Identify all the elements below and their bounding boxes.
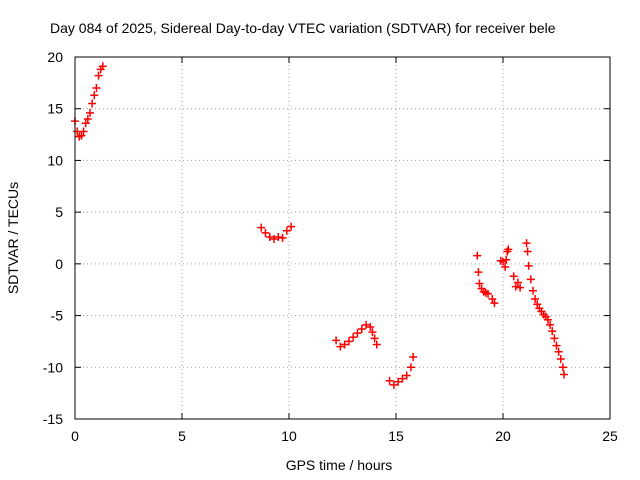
data-point <box>409 352 418 361</box>
data-point <box>502 255 511 264</box>
data-point <box>98 62 107 71</box>
x-tick-label: 0 <box>71 428 79 444</box>
y-tick-label: -15 <box>43 411 63 427</box>
data-point <box>501 262 510 271</box>
data-point <box>522 239 531 248</box>
data-point <box>513 278 522 287</box>
data-point <box>340 340 349 349</box>
data-point <box>543 315 552 324</box>
x-tick-label: 25 <box>602 428 618 444</box>
data-point <box>344 337 353 346</box>
data-point <box>531 295 540 304</box>
series-arc-1 <box>71 62 107 141</box>
data-point <box>556 355 565 364</box>
x-tick-label: 20 <box>495 428 511 444</box>
data-point <box>353 329 362 338</box>
data-point <box>559 370 568 379</box>
series-arc-8 <box>522 239 568 379</box>
plot-area-frame <box>74 56 611 420</box>
data-point <box>92 84 101 93</box>
data-point <box>526 275 535 284</box>
x-tick-label: 10 <box>281 428 297 444</box>
data-point <box>372 340 381 349</box>
data-point <box>389 380 398 389</box>
chart-title: Day 084 of 2025, Sidereal Day-to-day VTE… <box>50 20 556 36</box>
data-point <box>265 232 274 241</box>
data-point <box>94 71 103 80</box>
data-point <box>270 235 279 244</box>
grid-lines <box>75 57 610 419</box>
data-point <box>550 334 559 343</box>
data-point <box>282 226 291 235</box>
data-point <box>261 228 270 237</box>
data-point <box>336 342 345 351</box>
data-point <box>357 325 366 334</box>
axis-tick-labels: 0 5 10 15 20 25 -15 -10 -5 0 5 10 15 20 <box>43 49 618 444</box>
data-point <box>274 232 283 241</box>
data-point <box>488 295 497 304</box>
series-arc-5 <box>473 251 499 308</box>
data-point <box>533 300 542 309</box>
data-point <box>368 328 377 337</box>
series-arc-3 <box>332 320 381 351</box>
data-point <box>332 336 341 345</box>
data-point <box>257 223 266 232</box>
x-tick-label: 15 <box>388 428 404 444</box>
data-point <box>554 347 563 356</box>
y-tick-label: -10 <box>43 359 63 375</box>
data-point <box>362 320 371 329</box>
data-point <box>558 363 567 372</box>
data-point <box>398 374 407 383</box>
series-arc-7 <box>509 272 525 292</box>
data-point <box>394 377 403 386</box>
series-arc-4 <box>385 352 418 389</box>
y-tick-label: 5 <box>55 204 63 220</box>
data-point <box>79 127 88 136</box>
data-point <box>474 268 483 277</box>
data-point <box>287 222 296 231</box>
series-arc-6 <box>496 245 513 271</box>
data-point <box>88 99 97 108</box>
data-point <box>366 322 375 331</box>
y-tick-label: 20 <box>47 49 63 65</box>
data-point <box>90 91 99 100</box>
data-point <box>511 282 520 291</box>
data-point <box>406 363 415 372</box>
y-axis-label: SDTVAR / TECUs <box>5 182 21 294</box>
data-point <box>278 234 287 242</box>
y-tick-label: -5 <box>51 308 64 324</box>
y-tick-label: 10 <box>47 152 63 168</box>
data-point <box>473 251 482 260</box>
data-point <box>385 376 394 385</box>
data-point <box>81 119 90 128</box>
data-point <box>83 115 92 124</box>
data-point <box>475 279 484 288</box>
data-point <box>504 245 513 254</box>
data-point <box>490 299 499 308</box>
data-point <box>509 272 518 281</box>
y-tick-label: 15 <box>47 101 63 117</box>
data-point <box>370 334 379 343</box>
data-point <box>548 327 557 336</box>
data-point <box>523 247 532 256</box>
data-point <box>546 320 555 329</box>
data-point <box>524 261 533 270</box>
data-point <box>402 371 411 380</box>
y-tick-label: 0 <box>55 256 63 272</box>
data-point <box>85 108 94 117</box>
data-point <box>528 286 537 295</box>
data-point <box>552 341 561 350</box>
data-point <box>516 283 525 292</box>
series-arc-2 <box>257 222 296 244</box>
x-tick-label: 5 <box>178 428 186 444</box>
data-points <box>71 62 568 389</box>
data-point <box>349 333 358 342</box>
x-axis-label: GPS time / hours <box>286 457 393 473</box>
axis-ticks <box>74 56 611 420</box>
data-point <box>77 131 86 140</box>
data-point <box>484 289 493 298</box>
